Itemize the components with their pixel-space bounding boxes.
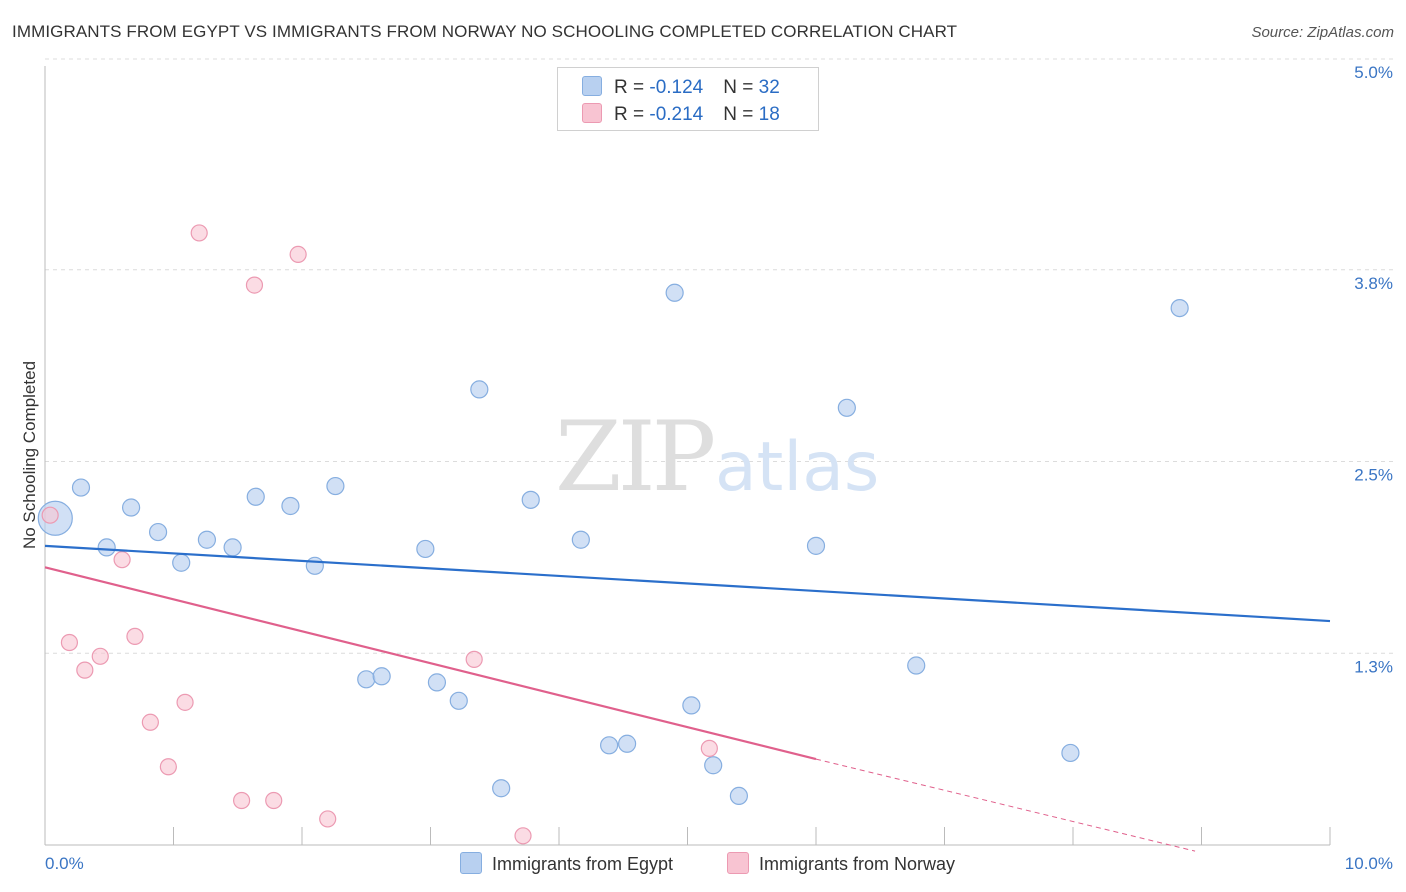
norway-point xyxy=(113,551,131,569)
egypt-trend-line xyxy=(44,544,1331,623)
legend-row-egypt: R = -0.124 N = 32 xyxy=(582,76,780,99)
norway-points xyxy=(41,224,718,845)
egypt-swatch xyxy=(582,76,602,96)
egypt-point xyxy=(600,736,619,755)
norway-point xyxy=(141,713,159,731)
norway-swatch xyxy=(582,103,602,123)
norway-point xyxy=(465,650,483,668)
norway-point xyxy=(700,739,718,757)
norway-trend-line-extension xyxy=(815,758,1196,852)
egypt-point xyxy=(1170,299,1189,318)
norway-trend-line xyxy=(44,566,817,761)
gridlines xyxy=(45,58,1393,654)
y-tick-labels: 5.0% 3.8% 2.5% 1.3% xyxy=(1354,63,1393,676)
x-tick-labels: 0.0% 10.0% xyxy=(45,854,1393,873)
egypt-point xyxy=(223,538,242,557)
watermark-zip: ZIP xyxy=(555,401,714,513)
norway-point xyxy=(245,276,264,294)
egypt-point xyxy=(97,538,116,557)
norway-point xyxy=(91,647,109,665)
egypt-point xyxy=(665,283,684,302)
egypt-legend-swatch xyxy=(460,852,482,874)
norway-legend-swatch xyxy=(727,852,749,874)
egypt-point xyxy=(121,498,141,517)
norway-point xyxy=(289,245,307,264)
egypt-point xyxy=(357,670,376,689)
norway-n-label: N = xyxy=(723,104,759,125)
bottom-legend-norway: Immigrants from Norway xyxy=(727,852,955,875)
norway-point xyxy=(76,661,94,679)
norway-point xyxy=(233,791,251,810)
correlation-legend: R = -0.124 N = 32 R = -0.214 N = 18 xyxy=(557,67,819,131)
norway-r-label: R = xyxy=(614,104,650,125)
legend-row-norway: R = -0.214 N = 18 xyxy=(582,103,780,126)
egypt-n-value: 32 xyxy=(758,77,780,98)
norway-point xyxy=(60,633,79,652)
egypt-point xyxy=(470,380,489,399)
egypt-point xyxy=(449,691,468,710)
egypt-point xyxy=(521,490,540,509)
source-label: Source: ZipAtlas.com xyxy=(1251,24,1394,41)
x-tick-label-max: 10.0% xyxy=(1345,854,1393,873)
norway-point xyxy=(41,506,59,524)
egypt-legend-label: Immigrants from Egypt xyxy=(492,854,674,874)
egypt-point xyxy=(372,667,391,686)
norway-r-value: -0.214 xyxy=(649,104,704,125)
egypt-point xyxy=(246,487,265,506)
y-tick-label: 5.0% xyxy=(1354,63,1393,82)
egypt-point xyxy=(427,673,447,692)
norway-point xyxy=(190,224,208,242)
egypt-point xyxy=(148,522,168,542)
egypt-point xyxy=(197,530,217,549)
y-tick-label: 1.3% xyxy=(1354,657,1393,676)
egypt-point xyxy=(281,496,300,516)
egypt-r-label: R = xyxy=(614,77,650,98)
y-tick-label: 3.8% xyxy=(1354,274,1393,293)
egypt-point xyxy=(704,756,723,775)
egypt-point xyxy=(618,734,637,753)
egypt-point xyxy=(907,656,926,675)
egypt-points xyxy=(37,283,1189,806)
norway-point xyxy=(514,827,532,845)
egypt-point xyxy=(682,696,701,715)
norway-n-value: 18 xyxy=(758,104,780,125)
egypt-point xyxy=(305,556,324,575)
egypt-n-label: N = xyxy=(723,77,759,98)
egypt-r-value: -0.124 xyxy=(649,77,704,98)
norway-point xyxy=(126,627,144,645)
egypt-point xyxy=(571,530,590,549)
norway-point xyxy=(159,758,177,776)
norway-point xyxy=(319,810,337,828)
watermark-atlas: atlas xyxy=(715,428,879,507)
egypt-point xyxy=(71,478,91,497)
egypt-point xyxy=(837,398,856,417)
egypt-point xyxy=(806,536,826,555)
egypt-point xyxy=(326,476,345,496)
egypt-point xyxy=(1061,743,1080,763)
bottom-legend-egypt: Immigrants from Egypt xyxy=(460,852,673,875)
norway-point xyxy=(176,693,194,711)
trend-lines xyxy=(44,544,1331,852)
x-tick-label-min: 0.0% xyxy=(45,854,84,873)
y-axis-label: No Schooling Completed xyxy=(20,360,39,550)
chart-title: IMMIGRANTS FROM EGYPT VS IMMIGRANTS FROM… xyxy=(12,22,958,41)
egypt-point xyxy=(416,539,435,559)
norway-legend-label: Immigrants from Norway xyxy=(759,854,956,874)
egypt-point xyxy=(492,779,511,798)
egypt-point xyxy=(729,786,749,806)
axes xyxy=(44,66,1331,846)
y-tick-label: 2.5% xyxy=(1354,466,1393,485)
egypt-point xyxy=(172,553,191,572)
norway-point xyxy=(265,791,283,810)
